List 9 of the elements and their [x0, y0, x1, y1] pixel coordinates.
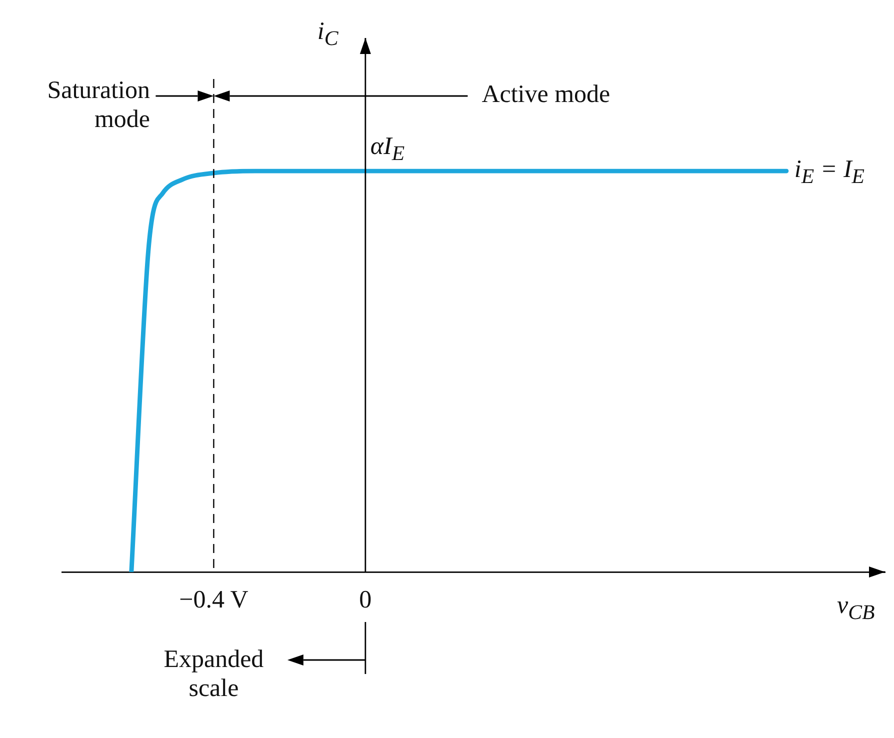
text: Saturation mode: [46, 77, 150, 134]
text: Expanded scale: [162, 646, 265, 704]
x-tick-label: −0.4 V: [179, 586, 248, 614]
x-axis-title: v$_{CB}$: [837, 592, 875, 625]
series-label: i$_{E}$ = I$_{E}$: [794, 156, 865, 189]
y-axis-title: i$_{C}$: [317, 18, 338, 51]
text: Active mode: [482, 81, 610, 110]
x-tick-label: 0: [359, 586, 372, 614]
annotation: αI$_{E}$: [370, 133, 405, 166]
